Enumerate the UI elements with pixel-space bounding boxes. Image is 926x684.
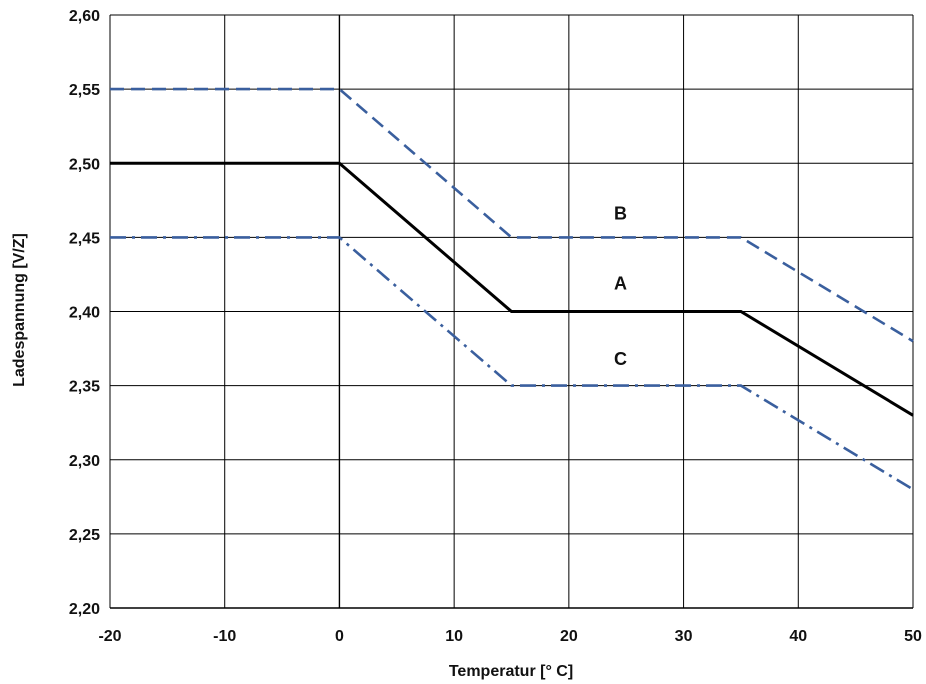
x-tick-label: -20 — [98, 628, 121, 645]
y-tick-label: 2,30 — [69, 453, 100, 470]
y-tick-label: 2,45 — [69, 230, 100, 247]
series-label-B: B — [614, 204, 627, 224]
y-axis-title: Ladespannung [V/Z] — [11, 233, 28, 387]
y-tick-label: 2,25 — [69, 527, 100, 544]
x-tick-labels: -20 -10 0 10 20 30 40 50 — [98, 628, 922, 645]
y-tick-labels: 2,20 2,25 2,30 2,35 2,40 2,45 2,50 2,55 2,60 — [69, 8, 100, 618]
x-tick-label: 20 — [560, 628, 578, 645]
x-tick-label: 40 — [789, 628, 807, 645]
x-tick-label: 10 — [445, 628, 463, 645]
y-tick-label: 2,40 — [69, 305, 100, 322]
x-axis-title: Temperatur [° C] — [449, 663, 573, 680]
series-label-C: C — [614, 349, 627, 369]
x-tick-label: 50 — [904, 628, 922, 645]
y-tick-label: 2,50 — [69, 156, 100, 173]
y-tick-label: 2,20 — [69, 601, 100, 618]
series-label-A: A — [614, 273, 627, 293]
x-tick-label: -10 — [213, 628, 236, 645]
series-lines — [110, 87, 914, 491]
series-labels: A B C — [614, 204, 627, 369]
y-tick-label: 2,55 — [69, 82, 100, 99]
x-tick-label: 0 — [335, 628, 344, 645]
x-tick-label: 30 — [675, 628, 693, 645]
series-line-A — [110, 161, 914, 417]
series-line-C — [110, 236, 914, 491]
y-tick-label: 2,35 — [69, 379, 100, 396]
series-line-B — [110, 87, 914, 343]
y-tick-label: 2,60 — [69, 8, 100, 25]
